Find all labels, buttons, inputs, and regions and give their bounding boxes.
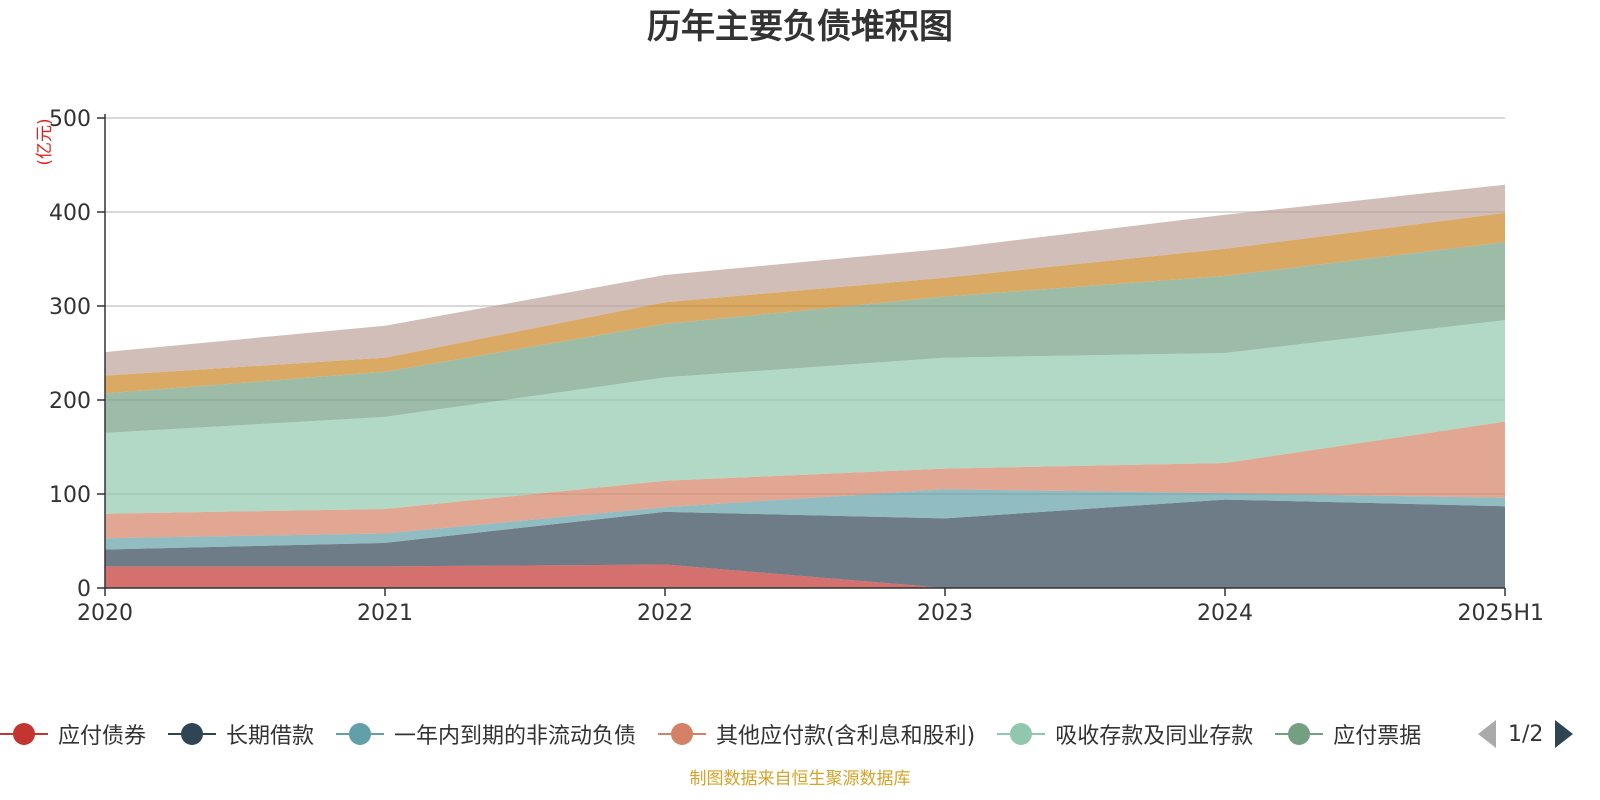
axes: 0 100 200 300 400 500 2020 2021 2022 2023 2024 2025… — [49, 107, 1544, 626]
legend-item[interactable]: 一年内到期的非流动负债 — [336, 718, 636, 750]
area-series-2[interactable] — [105, 499, 1505, 588]
x-tick-label: 2023 — [917, 601, 973, 626]
legend-marker-icon — [1275, 722, 1324, 746]
legend-item-label: 应付债券 — [58, 724, 147, 749]
legend-marker-icon — [658, 722, 707, 746]
legend-marker-icon — [997, 722, 1046, 746]
legend-item-label: 一年内到期的非流动负债 — [394, 724, 637, 749]
legend-item-label: 长期借款 — [226, 724, 315, 749]
area-series-8[interactable] — [105, 184, 1505, 376]
y-tick-label: 500 — [49, 107, 91, 132]
area-series-7[interactable] — [105, 212, 1505, 394]
legend-item[interactable]: 其他应付款(含利息和股利) — [658, 718, 975, 750]
y-tick-label: 0 — [77, 577, 91, 602]
legend-items: 应付债券 长期借款 一年内到期的非流动负债 其他应付款(含利息和股利) 吸收存款及同业存… — [0, 712, 1470, 756]
stacked-area-chart: 0 100 200 300 400 500 2020 2021 2022 2023 2024 2025… — [35, 107, 1544, 626]
legend-page-indicator: 1/2 — [1508, 721, 1544, 747]
legend-item-label: 应付票据 — [1333, 724, 1422, 749]
y-axis-unit-label: (亿元) — [35, 118, 55, 165]
legend-prev-page-icon[interactable] — [1478, 720, 1496, 748]
legend-item-label: 其他应付款(含利息和股利) — [716, 724, 976, 749]
area-series-3[interactable] — [105, 489, 1505, 550]
legend-marker-icon — [0, 722, 48, 746]
legend-item[interactable]: 应付债券 — [0, 718, 146, 750]
y-tick-label: 200 — [49, 389, 91, 414]
legend-marker-icon — [168, 722, 217, 746]
x-tick-label: 2024 — [1197, 601, 1253, 626]
legend-item[interactable]: 应付票据 — [1275, 718, 1421, 750]
x-tick-label: 2021 — [357, 601, 413, 626]
x-tick-label: 2025H1 — [1457, 601, 1544, 626]
legend-next-page-icon[interactable] — [1555, 720, 1574, 748]
legend-pager: 1/2 — [1478, 712, 1574, 756]
area-series-4[interactable] — [105, 421, 1505, 539]
area-series-group — [105, 184, 1505, 588]
x-tick-label: 2020 — [77, 601, 133, 626]
data-source-note: 制图数据来自恒生聚源数据库 — [689, 769, 911, 789]
x-tick-label: 2022 — [637, 601, 693, 626]
y-tick-label: 300 — [49, 295, 91, 320]
legend-item[interactable]: 吸收存款及同业存款 — [997, 718, 1253, 750]
legend-item[interactable]: 长期借款 — [168, 718, 314, 750]
legend-item-label: 吸收存款及同业存款 — [1055, 724, 1254, 749]
area-series-5[interactable] — [105, 320, 1505, 514]
legend-marker-icon — [336, 722, 385, 746]
y-tick-label: 100 — [49, 483, 91, 508]
y-tick-label: 400 — [49, 201, 91, 226]
area-series-6[interactable] — [105, 242, 1505, 433]
legend: 应付债券 长期借款 一年内到期的非流动负债 其他应付款(含利息和股利) 吸收存款及同业存… — [0, 712, 1600, 756]
chart-title: 历年主要负债堆积图 — [647, 7, 953, 47]
